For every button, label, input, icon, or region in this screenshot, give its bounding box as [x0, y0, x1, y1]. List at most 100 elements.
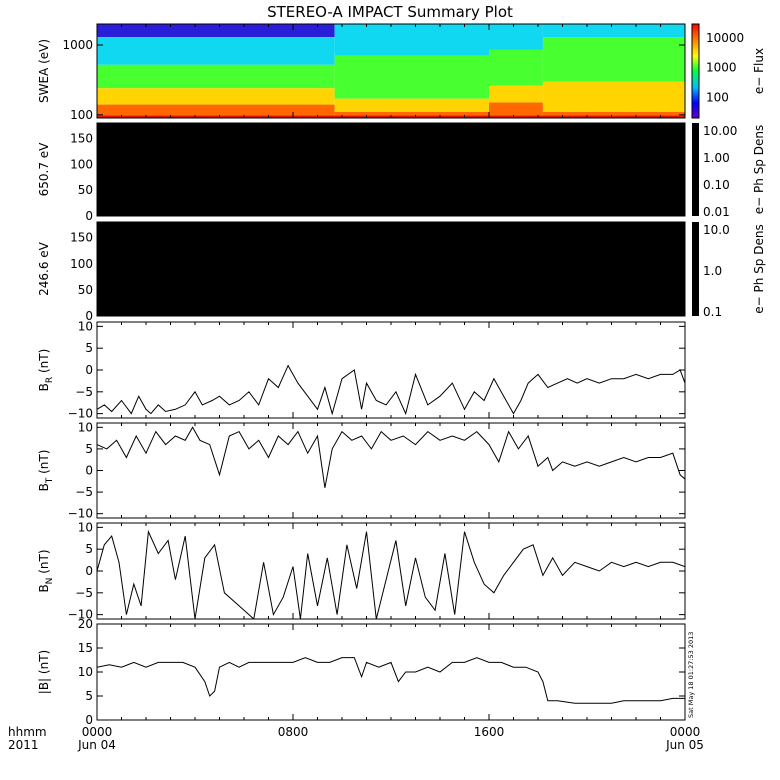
y-tick-label: 10 — [78, 520, 93, 534]
y-tick-label: 1000 — [62, 38, 93, 52]
y-tick-label: 0 — [85, 464, 93, 478]
y-tick-label: −5 — [75, 586, 93, 600]
x-tick-label: 0800 — [278, 725, 309, 739]
spectrogram-band — [97, 24, 335, 38]
y-axis-label-sub: R — [45, 377, 55, 383]
x-tick-label: 1600 — [474, 725, 505, 739]
y-axis-label: BT (nT) — [37, 450, 55, 492]
y-tick-label: 5 — [85, 542, 93, 556]
series-line-bmag — [97, 657, 685, 704]
panel-bt: −10 −5 0 5 10 BT (nT) — [37, 420, 686, 521]
spectrogram-band — [489, 49, 543, 86]
spectrogram-band — [334, 24, 489, 56]
colorbar-label: e− Ph Sp Dens — [752, 125, 766, 214]
y-axis-label-sub: T — [45, 477, 55, 484]
y-tick-label: 0 — [85, 564, 93, 578]
y-tick-label: 10 — [78, 420, 93, 434]
y-axis-label: 650.7 eV — [37, 142, 51, 197]
series-line-br — [97, 364, 685, 416]
y-tick-label: −10 — [68, 507, 93, 521]
y-tick-label: 100 — [70, 157, 93, 171]
y-tick-label: 0 — [85, 713, 93, 727]
colorbar-label: e− Flux — [752, 48, 766, 94]
y-tick-label: 20 — [78, 617, 93, 631]
spectrogram-band — [489, 24, 543, 50]
colorbar — [692, 222, 699, 316]
y-tick-label: 15 — [78, 641, 93, 655]
panel-br: −10 −5 0 5 10 BR (nT) — [37, 319, 686, 421]
colorbar-tick-label: 10000 — [706, 31, 744, 45]
panel-frame — [96, 122, 686, 217]
panel-frame — [96, 422, 686, 519]
colorbar-tick-label: 0.01 — [703, 205, 730, 219]
x-tick-date: Jun 04 — [77, 738, 116, 752]
spectrogram-band — [97, 88, 335, 105]
y-tick-label: 100 — [70, 257, 93, 271]
y-tick-label: 10 — [78, 665, 93, 679]
panel-swea: 1000 100 SWEA (eV) 10000 1000 100 e− Flux — [37, 23, 766, 122]
colorbar-tick-label: 0.10 — [703, 178, 730, 192]
panel-bmag: 0 5 10 15 20 |B| (nT) — [37, 617, 686, 727]
colorbar-tick-label: 0.1 — [703, 305, 722, 319]
y-axis-label: BN (nT) — [37, 549, 55, 592]
spectrogram-band — [97, 104, 335, 118]
pitch-angle-map — [97, 222, 685, 316]
colorbar-label: e− Ph Sp Dens — [752, 224, 766, 313]
y-axis-label: BR (nT) — [37, 349, 55, 392]
y-axis-label-sub: N — [45, 578, 55, 585]
x-tick-label: 0000 — [82, 725, 113, 739]
y-tick-label: 0 — [85, 309, 93, 323]
y-tick-label: 10 — [78, 319, 93, 333]
spectrogram-band — [334, 115, 489, 118]
y-tick-label: 50 — [78, 183, 93, 197]
y-axis-label: SWEA (eV) — [37, 39, 51, 103]
panel-frame — [96, 623, 686, 721]
y-axis-label: 246.6 eV — [37, 241, 51, 296]
pitch-angle-map — [97, 123, 685, 216]
colorbar-tick-label: 1000 — [706, 61, 737, 75]
spectrogram-band — [334, 111, 489, 118]
y-tick-label: 150 — [70, 132, 93, 146]
spectrogram-band — [542, 115, 685, 118]
x-row1-label: hhmm — [8, 725, 47, 739]
y-tick-label: 50 — [78, 283, 93, 297]
x-row2-label: 2011 — [8, 738, 39, 752]
y-tick-label: 5 — [85, 689, 93, 703]
colorbar-tick-label: 100 — [706, 90, 729, 104]
y-axis-label-unit: (nT) — [37, 450, 51, 478]
y-tick-label: −10 — [68, 608, 93, 622]
y-tick-label: −10 — [68, 407, 93, 421]
spectrogram-band — [489, 102, 543, 118]
spectrogram-band — [542, 24, 685, 38]
spectrogram-band — [97, 115, 335, 118]
y-tick-label: −5 — [75, 485, 93, 499]
x-tick-date: Jun 05 — [665, 738, 704, 752]
spectrogram-band — [489, 115, 543, 118]
panel-bn: −10 −5 0 5 10 BN (nT) — [37, 520, 686, 622]
y-tick-label: 5 — [85, 341, 93, 355]
spectrogram-band — [97, 64, 335, 89]
colorbar-tick-label: 1.00 — [703, 151, 730, 165]
spectrogram-band — [542, 111, 685, 118]
spectrogram-band — [334, 98, 489, 112]
y-tick-label: 0 — [85, 209, 93, 223]
y-axis-label: |B| (nT) — [37, 650, 51, 694]
spectrogram-band — [489, 85, 543, 103]
y-tick-label: 5 — [85, 442, 93, 456]
panel-frame — [96, 221, 686, 317]
panel-ph650: 0 50 100 150 650.7 eV 10.00 1.00 0.10 0.01 e− Ph … — [37, 122, 766, 223]
y-axis-label-unit: (nT) — [37, 549, 51, 577]
y-tick-label: −5 — [75, 385, 93, 399]
y-axis-label-main: B — [37, 383, 51, 391]
y-axis-label-main: B — [37, 483, 51, 491]
spectrogram-band — [542, 37, 685, 82]
panel-ph246: 0 50 100 150 246.6 eV 10.0 1.0 0.1 e− Ph Sp Dens — [37, 221, 766, 323]
y-tick-label: 100 — [70, 108, 93, 122]
colorbar-tick-label: 10.0 — [703, 223, 730, 237]
spectrogram-band — [542, 81, 685, 112]
timestamp: Sat May 18 01:27:53 2013 — [687, 632, 695, 718]
spectrogram-band — [334, 55, 489, 99]
